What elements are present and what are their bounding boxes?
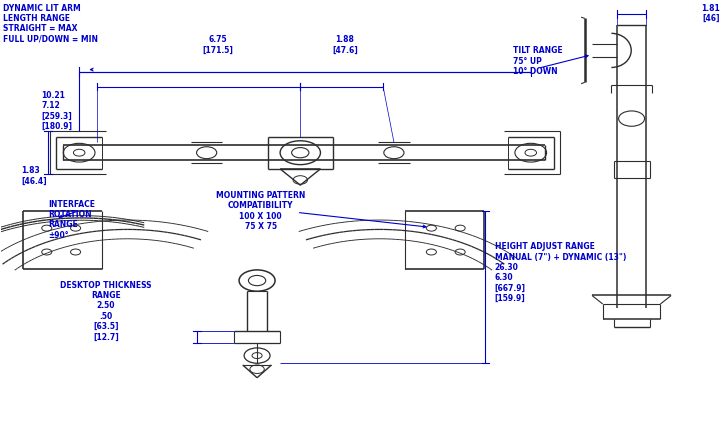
Text: 1.88
[47.6]: 1.88 [47.6] bbox=[332, 35, 358, 54]
Text: DYNAMIC LIT ARM
LENGTH RANGE
STRAIGHT = MAX
FULL UP/DOWN = MIN: DYNAMIC LIT ARM LENGTH RANGE STRAIGHT = … bbox=[3, 3, 98, 44]
Text: 1.83
[46.4]: 1.83 [46.4] bbox=[22, 166, 47, 186]
Text: 10.21
7.12
[259.3]
[180.9]: 10.21 7.12 [259.3] [180.9] bbox=[41, 91, 72, 131]
Text: DESKTOP THICKNESS
RANGE
2.50
.50
[63.5]
[12.7]: DESKTOP THICKNESS RANGE 2.50 .50 [63.5] … bbox=[60, 281, 152, 341]
Text: TILT RANGE
75° UP
10° DOWN: TILT RANGE 75° UP 10° DOWN bbox=[513, 46, 562, 76]
Text: INTERFACE
ROTATION
RANGE
±90°: INTERFACE ROTATION RANGE ±90° bbox=[48, 199, 95, 240]
Text: 6.75
[171.5]: 6.75 [171.5] bbox=[202, 35, 233, 54]
Text: MOUNTING PATTERN
COMPATIBILITY
100 X 100
75 X 75: MOUNTING PATTERN COMPATIBILITY 100 X 100… bbox=[216, 191, 305, 231]
Text: 1.81
[46]: 1.81 [46] bbox=[701, 3, 720, 23]
Text: HEIGHT ADJUST RANGE
MANUAL (7") + DYNAMIC (13")
26.30
6.30
[667.9]
[159.9]: HEIGHT ADJUST RANGE MANUAL (7") + DYNAMI… bbox=[495, 242, 626, 303]
